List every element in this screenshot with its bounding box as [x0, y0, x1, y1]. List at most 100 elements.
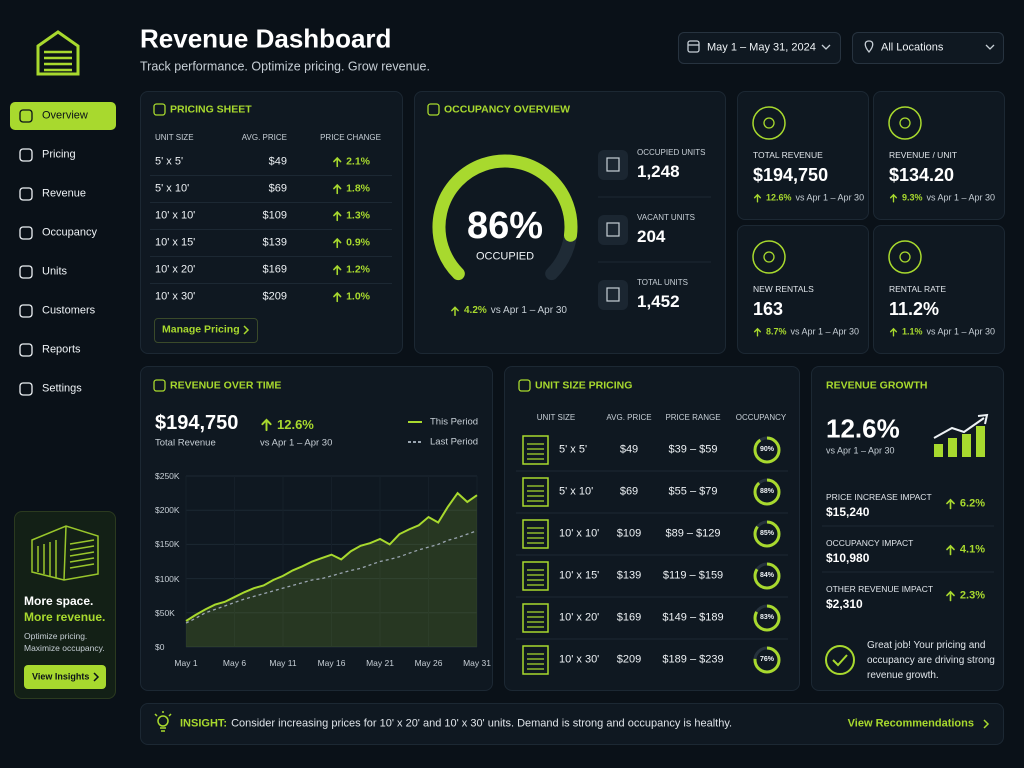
- nav-item[interactable]: Pricing: [42, 148, 76, 161]
- kpi-label: TOTAL REVENUE: [753, 149, 823, 160]
- nav-item[interactable]: Units: [42, 265, 68, 278]
- cell: $139: [616, 569, 642, 582]
- card-title: REVENUE OVER TIME: [170, 379, 282, 392]
- cell: 5' x 5': [155, 155, 184, 168]
- text: 1.2%: [346, 263, 370, 276]
- y-tick-label: $200K: [155, 505, 180, 516]
- impact-value: $10,980: [826, 550, 870, 565]
- up-arrow: [946, 590, 955, 602]
- card-title: UNIT SIZE PRICING: [535, 379, 633, 392]
- impact-label: OTHER REVENUE IMPACT: [826, 583, 934, 594]
- ring-label: 83%: [759, 613, 775, 621]
- kpi-value: $194,750: [753, 165, 829, 186]
- text: 6.2%: [959, 497, 985, 510]
- cell: $49: [268, 155, 287, 168]
- text: 12.6%: [766, 192, 792, 203]
- up-arrow: [946, 544, 955, 556]
- nav-item[interactable]: Occupancy: [42, 226, 98, 239]
- y-tick-label: $250K: [155, 470, 180, 481]
- compare: vs Apr 1 – Apr 30: [260, 437, 333, 449]
- text: More revenue.: [24, 609, 106, 624]
- cell: $149 – $189: [662, 611, 724, 624]
- y-tick-label: $100K: [155, 573, 180, 584]
- stat-icon: [598, 280, 628, 310]
- change: 12.6% vs Apr 1 – Apr 30: [753, 193, 864, 204]
- text: 1.8%: [346, 182, 370, 195]
- stat-value: 1,248: [637, 161, 680, 181]
- date-range: May 1 – May 31, 2024: [707, 41, 816, 54]
- impact-value: $2,310: [826, 596, 863, 611]
- ring-label: 85%: [759, 529, 775, 537]
- up-arrow: [332, 210, 341, 222]
- text: 4.2%: [464, 305, 487, 316]
- column-header: AVG. PRICE: [241, 133, 287, 143]
- y-tick-label: $50K: [155, 607, 175, 618]
- cell: $49: [619, 443, 639, 456]
- x-tick-label: May 26: [414, 657, 443, 668]
- card-title: REVENUE GROWTH: [826, 379, 928, 392]
- up-arrow: [332, 183, 341, 195]
- x-tick-label: May 11: [269, 657, 297, 668]
- gauge-caption: OCCUPIED: [475, 250, 535, 263]
- cell: $189 – $239: [662, 653, 724, 666]
- pricing-card: [140, 91, 403, 354]
- nav-item[interactable]: Customers: [42, 304, 96, 317]
- x-tick-label: May 21: [366, 657, 394, 668]
- change: 1.3%: [332, 210, 374, 223]
- up-arrow: [946, 498, 955, 510]
- promo-button[interactable]: [24, 665, 106, 689]
- column-header: UNIT SIZE: [536, 413, 576, 423]
- change: 4.2% vs Apr 1 – Apr 30: [450, 305, 567, 317]
- logo: [36, 30, 80, 76]
- cell: $69: [268, 182, 287, 195]
- kpi-value: 163: [753, 299, 784, 320]
- column-header: PRICE CHANGE: [320, 133, 381, 143]
- card-title: PRICING SHEET: [170, 103, 252, 116]
- text: Consider increasing prices for 10' x 20'…: [231, 717, 733, 730]
- link[interactable]: View Recommendations: [847, 717, 974, 730]
- cell: $119 – $159: [662, 569, 724, 582]
- up-arrow: [451, 306, 459, 316]
- date-dropdown[interactable]: [678, 32, 841, 64]
- stat-icon: [598, 215, 628, 245]
- unit-pricing-card: [504, 366, 800, 691]
- text: vs Apr 1 – Apr 30: [490, 305, 567, 316]
- x-tick-label: May 31: [463, 657, 491, 668]
- insight-bar: [140, 703, 1004, 745]
- page-title: Revenue Dashboard: [140, 23, 392, 54]
- up-arrow: [889, 327, 898, 337]
- text: vs Apr 1 – Apr 30: [790, 326, 860, 337]
- ring-label: 84%: [759, 571, 775, 579]
- nav-item[interactable]: Reports: [42, 343, 81, 356]
- total-label: Total Revenue: [155, 437, 216, 449]
- stat-label: VACANT UNITS: [637, 213, 695, 223]
- impact-value: $15,240: [826, 504, 870, 519]
- change: 12.6%: [260, 417, 318, 433]
- cell: 5' x 5': [559, 443, 588, 456]
- text: 9.3%: [902, 192, 923, 203]
- stat-label: OCCUPIED UNITS: [637, 148, 706, 158]
- change: 2.1%: [332, 156, 374, 169]
- nav-item[interactable]: Settings: [42, 382, 82, 395]
- ring-label: 90%: [759, 445, 775, 453]
- text: 2.1%: [346, 155, 370, 168]
- cell: $169: [616, 611, 642, 624]
- text: 8.7%: [766, 326, 787, 337]
- text: vs Apr 1 – Apr 30: [926, 192, 996, 203]
- text: 12.6%: [277, 417, 314, 433]
- up-arrow: [332, 156, 341, 168]
- subtitle: Track performance. Optimize pricing. Gro…: [140, 59, 430, 74]
- button-label: Manage Pricing: [162, 323, 240, 336]
- text: vs Apr 1 – Apr 30: [926, 326, 996, 337]
- manage-pricing-button[interactable]: [154, 318, 258, 343]
- cell: $169: [262, 263, 287, 276]
- change: 9.3% vs Apr 1 – Apr 30: [889, 193, 995, 204]
- column-header: OCCUPANCY: [735, 413, 787, 423]
- up-arrow: [753, 193, 762, 203]
- column-header: AVG. PRICE: [606, 413, 652, 423]
- nav-item[interactable]: Revenue: [42, 187, 87, 200]
- y-tick-label: $150K: [155, 539, 180, 550]
- nav-item[interactable]: Overview: [42, 109, 88, 122]
- text: 1.3%: [346, 209, 370, 222]
- cell: $55 – $79: [668, 485, 718, 498]
